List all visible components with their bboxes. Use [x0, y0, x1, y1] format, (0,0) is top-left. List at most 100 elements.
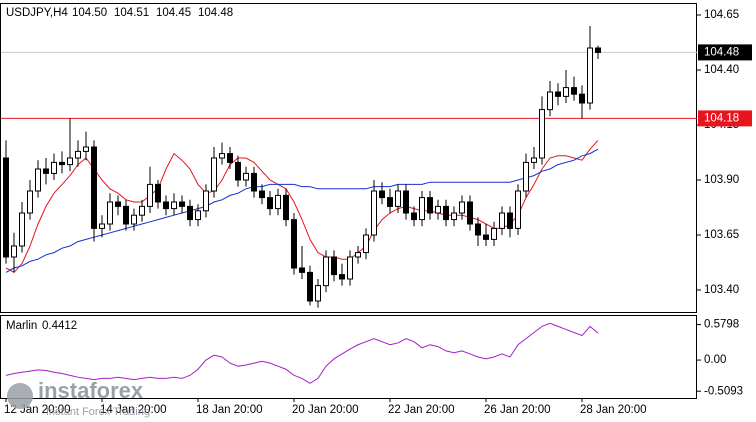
candle-body — [227, 153, 233, 163]
candle-body — [107, 201, 113, 225]
y-tick-label: 103.65 — [704, 229, 739, 241]
watermark: instaforex Instant Forex Trading — [7, 378, 150, 418]
candle-body — [491, 227, 497, 240]
candle-body — [3, 157, 9, 258]
candle-body — [379, 190, 385, 199]
candle-body — [187, 205, 193, 221]
y-tick-label: -0.5093 — [704, 385, 743, 397]
candle-body — [483, 234, 489, 240]
candle-body — [595, 47, 601, 53]
candle-body — [315, 285, 321, 302]
y-tick-label: 104.65 — [704, 9, 739, 21]
candle-body — [571, 87, 577, 95]
candle-body — [347, 256, 353, 280]
y-tick-label: 0.00 — [704, 354, 726, 366]
y-tick-label: 104.40 — [704, 64, 739, 76]
candle-body — [59, 161, 65, 166]
logo-icon — [7, 383, 33, 409]
candle-body — [331, 256, 337, 276]
tagline: Instant Forex Trading — [46, 406, 150, 418]
candle-body — [243, 172, 249, 181]
candle-body — [459, 201, 465, 214]
indicator-name: Marlin — [6, 320, 37, 332]
oscillator-line — [5, 322, 599, 384]
x-tick-label: 14 Jan 20:00 — [100, 404, 167, 416]
candle-body — [75, 150, 81, 159]
candle-body — [99, 223, 105, 229]
candle-body — [403, 190, 409, 214]
candle-body — [539, 109, 545, 159]
moving-average — [5, 148, 599, 273]
candle-body — [139, 205, 145, 216]
candle-body — [35, 168, 41, 192]
x-tick-label: 18 Jan 20:00 — [196, 404, 263, 416]
indicator-value: 0.4412 — [42, 320, 77, 332]
candle-body — [427, 197, 433, 214]
candle-body — [43, 168, 49, 174]
candle-body — [507, 212, 513, 229]
candle-body — [443, 205, 449, 221]
candle-body — [267, 197, 273, 210]
candle-body — [411, 212, 417, 221]
candle-body — [531, 157, 537, 163]
price-label: 104.48 — [704, 46, 739, 58]
candle-body — [219, 153, 225, 159]
y-tick-label: 0.5798 — [704, 319, 739, 331]
candle-body — [523, 161, 529, 192]
candle-body — [171, 201, 177, 210]
candle-body — [547, 91, 553, 111]
candle-body — [291, 219, 297, 269]
candle-body — [91, 146, 97, 229]
x-tick-label: 20 Jan 20:00 — [292, 404, 359, 416]
brand: instaforex — [38, 378, 144, 403]
candle-body — [435, 205, 441, 214]
candle-body — [395, 190, 401, 207]
candle-body — [195, 210, 201, 221]
candle-body — [307, 271, 313, 302]
ohlc-high: 104.51 — [114, 7, 149, 19]
candle-body — [155, 183, 161, 203]
candle-body — [131, 214, 137, 225]
candle-body — [363, 234, 369, 254]
x-tick-label: 26 Jan 20:00 — [484, 404, 551, 416]
candle-body — [251, 172, 257, 192]
candle-body — [83, 146, 89, 152]
candle-body — [11, 245, 17, 258]
candle-body — [515, 190, 521, 229]
candle-body — [371, 190, 377, 236]
candle-body — [51, 161, 57, 174]
candle-body — [163, 201, 169, 210]
candle-body — [475, 223, 481, 236]
ohlc-low: 104.45 — [156, 7, 191, 19]
candle-body — [147, 183, 153, 207]
candle-body — [323, 256, 329, 287]
candle-body — [579, 93, 585, 104]
x-tick-label: 22 Jan 20:00 — [388, 404, 455, 416]
oscillator-frame — [0, 315, 697, 399]
candle-body — [587, 47, 593, 104]
level-box — [698, 110, 752, 127]
chart-title: USDJPY,H4 — [6, 7, 68, 19]
price-box — [698, 44, 752, 61]
candle-body — [275, 194, 281, 210]
ohlc-close: 104.48 — [198, 7, 233, 19]
candle-body — [115, 201, 121, 207]
level-label: 104.18 — [704, 112, 739, 124]
candle-body — [419, 197, 425, 221]
candle-body — [467, 201, 473, 225]
candle-body — [179, 201, 185, 207]
candle-body — [211, 157, 217, 192]
candle-body — [123, 205, 129, 225]
x-tick-label: 28 Jan 20:00 — [580, 404, 647, 416]
candle-body — [355, 252, 361, 258]
candle-body — [563, 87, 569, 97]
candle-body — [27, 190, 33, 214]
candle-body — [555, 91, 561, 97]
candle-body — [451, 212, 457, 221]
y-tick-label: 103.40 — [704, 284, 739, 296]
y-tick-label: 103.90 — [704, 174, 739, 186]
candle-body — [283, 194, 289, 221]
candle-body — [67, 157, 73, 166]
